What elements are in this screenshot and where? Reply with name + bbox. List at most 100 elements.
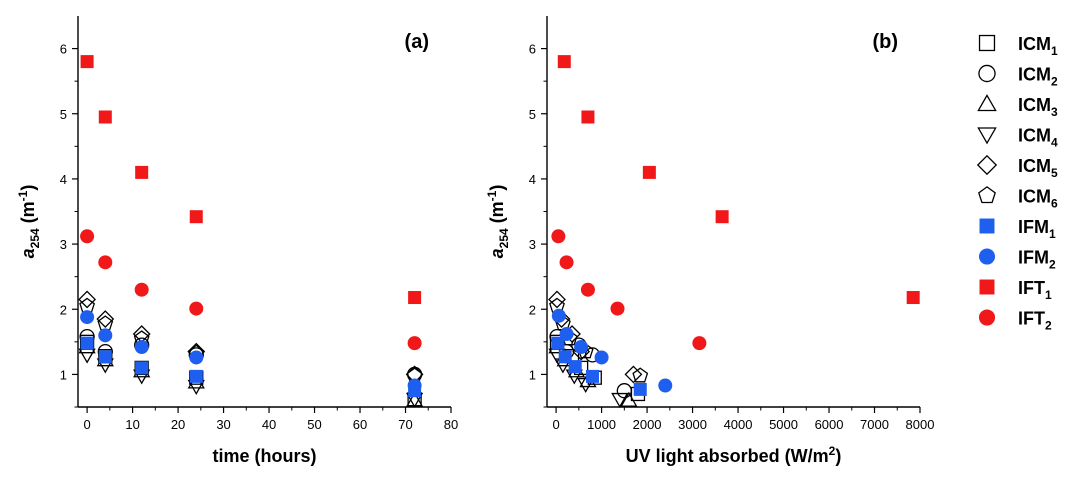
data-point-ICM2 bbox=[616, 383, 632, 399]
x-tick-label: 40 bbox=[262, 417, 276, 432]
legend-marker-IFM1 bbox=[979, 218, 995, 234]
data-point-ICM3 bbox=[620, 391, 638, 407]
data-point-IFT1 bbox=[135, 165, 149, 179]
data-point-IFT2 bbox=[407, 336, 422, 351]
y-tick-label: 2 bbox=[60, 302, 67, 317]
data-point-IFM2 bbox=[658, 378, 673, 393]
x-tick-label: 20 bbox=[171, 417, 185, 432]
x-axis-label: UV light absorbed (W/m2) bbox=[626, 444, 842, 466]
data-point-ICM6 bbox=[632, 367, 649, 383]
data-point-IFM2 bbox=[559, 327, 574, 342]
series-IFT1 bbox=[80, 55, 422, 305]
x-tick-label: 80 bbox=[444, 417, 458, 432]
legend: ICM1 ICM2 ICM3 ICM4 ICM5 ICM6 IFM1 IFM2 IFT1 IFT2 bbox=[976, 34, 1058, 333]
data-point-IFM2 bbox=[551, 308, 566, 323]
legend-entry-ICM2: ICM2 bbox=[978, 64, 1058, 89]
series-ICM5 bbox=[78, 290, 424, 384]
y-tick-label: 6 bbox=[60, 42, 67, 57]
legend-marker-IFT2 bbox=[978, 309, 996, 326]
legend-label-ICM6: ICM6 bbox=[1018, 187, 1058, 211]
legend-entry-IFM2: IFM2 bbox=[978, 248, 1056, 272]
x-tick-label: 30 bbox=[216, 417, 230, 432]
data-point-IFT2 bbox=[134, 282, 149, 297]
data-point-ICM4 bbox=[78, 348, 96, 364]
legend-label-ICM3: ICM3 bbox=[1018, 95, 1058, 119]
data-point-IFT1 bbox=[906, 291, 920, 305]
data-point-IFM1 bbox=[558, 350, 572, 364]
data-point-ICM5 bbox=[96, 310, 115, 328]
legend-label-IFT2: IFT2 bbox=[1018, 309, 1052, 333]
legend-entry-IFM1: IFM1 bbox=[979, 217, 1056, 241]
legend-label-IFT1: IFT1 bbox=[1018, 278, 1052, 302]
panel-b: 0 1000 2000 3000 4000 5000 6000 7000 8000 1 2 3 4 5 6 (… bbox=[485, 16, 934, 466]
data-point-IFM1 bbox=[585, 369, 599, 383]
y-tick-label: 3 bbox=[60, 237, 67, 252]
data-point-IFT2 bbox=[692, 336, 707, 351]
legend-label-IFM1: IFM1 bbox=[1018, 217, 1056, 241]
y-tick-label: 6 bbox=[529, 42, 536, 57]
data-point-IFT2 bbox=[98, 255, 113, 270]
data-point-IFM1 bbox=[80, 336, 94, 350]
legend-marker-ICM1 bbox=[978, 34, 996, 52]
legend-marker-ICM6 bbox=[978, 186, 996, 204]
data-point-IFM2 bbox=[134, 340, 149, 355]
y-axis-label: a254 (m-1) bbox=[485, 185, 511, 259]
y-tick-label: 4 bbox=[60, 172, 67, 187]
legend-label-IFM2: IFM2 bbox=[1018, 248, 1056, 272]
legend-entry-ICM4: ICM4 bbox=[977, 126, 1058, 150]
data-point-ICM6 bbox=[79, 297, 95, 313]
data-point-IFM1 bbox=[568, 360, 582, 374]
legend-marker-IFT1 bbox=[979, 279, 995, 295]
data-point-IFM1 bbox=[189, 369, 203, 383]
data-point-ICM5 bbox=[548, 290, 566, 309]
legend-marker-ICM4 bbox=[977, 127, 997, 145]
legend-marker-ICM3 bbox=[977, 94, 997, 112]
data-point-IFT1 bbox=[189, 210, 203, 224]
x-tick-label: 4000 bbox=[724, 417, 753, 432]
legend-marker-ICM5 bbox=[976, 154, 998, 176]
data-point-IFM2 bbox=[407, 378, 422, 393]
y-tick-label: 2 bbox=[529, 302, 536, 317]
data-point-IFT1 bbox=[581, 110, 595, 124]
data-point-ICM5 bbox=[624, 365, 643, 384]
series-IFT1 bbox=[557, 55, 920, 305]
legend-entry-ICM3: ICM3 bbox=[977, 94, 1058, 119]
data-point-IFT2 bbox=[610, 301, 625, 316]
data-point-IFM2 bbox=[98, 328, 113, 343]
x-tick-label: 8000 bbox=[906, 417, 935, 432]
y-tick-label: 5 bbox=[529, 107, 536, 122]
data-point-IFM2 bbox=[189, 350, 204, 365]
series-ICM6 bbox=[79, 297, 423, 383]
series-IFM1 bbox=[80, 336, 422, 398]
x-tick-label: 70 bbox=[398, 417, 412, 432]
data-point-IFT1 bbox=[642, 165, 656, 179]
x-tick-label: 5000 bbox=[769, 417, 798, 432]
legend-marker-IFM2 bbox=[978, 248, 996, 265]
legend-marker-ICM2 bbox=[978, 64, 996, 83]
legend-label-ICM1: ICM1 bbox=[1018, 34, 1058, 58]
legend-label-ICM5: ICM5 bbox=[1018, 156, 1058, 180]
data-point-IFM1 bbox=[135, 361, 149, 375]
data-point-IFT1 bbox=[80, 55, 94, 69]
panel-label: (b) bbox=[872, 31, 898, 53]
data-point-ICM4 bbox=[611, 392, 629, 408]
data-point-IFT2 bbox=[189, 301, 204, 316]
legend-entry-ICM1: ICM1 bbox=[978, 34, 1058, 58]
y-tick-label: 3 bbox=[529, 237, 536, 252]
data-point-IFM1 bbox=[98, 350, 112, 364]
data-point-IFT1 bbox=[408, 291, 422, 305]
x-tick-label: 0 bbox=[552, 417, 559, 432]
legend-label-ICM2: ICM2 bbox=[1018, 65, 1058, 89]
series-IFT2 bbox=[80, 229, 422, 351]
x-tick-label: 50 bbox=[307, 417, 321, 432]
series-ICM1 bbox=[79, 334, 422, 407]
series-IFM1 bbox=[551, 336, 647, 396]
x-tick-label: 6000 bbox=[815, 417, 844, 432]
data-point-IFM2 bbox=[80, 310, 95, 325]
panel-a: 0 10 20 30 40 50 60 70 80 1 2 3 4 5 6 (a) time (hours) a2… bbox=[16, 16, 458, 466]
x-tick-label: 7000 bbox=[860, 417, 889, 432]
y-tick-label: 4 bbox=[529, 172, 536, 187]
data-point-IFM1 bbox=[551, 336, 565, 350]
legend-entry-ICM6: ICM6 bbox=[978, 186, 1058, 211]
